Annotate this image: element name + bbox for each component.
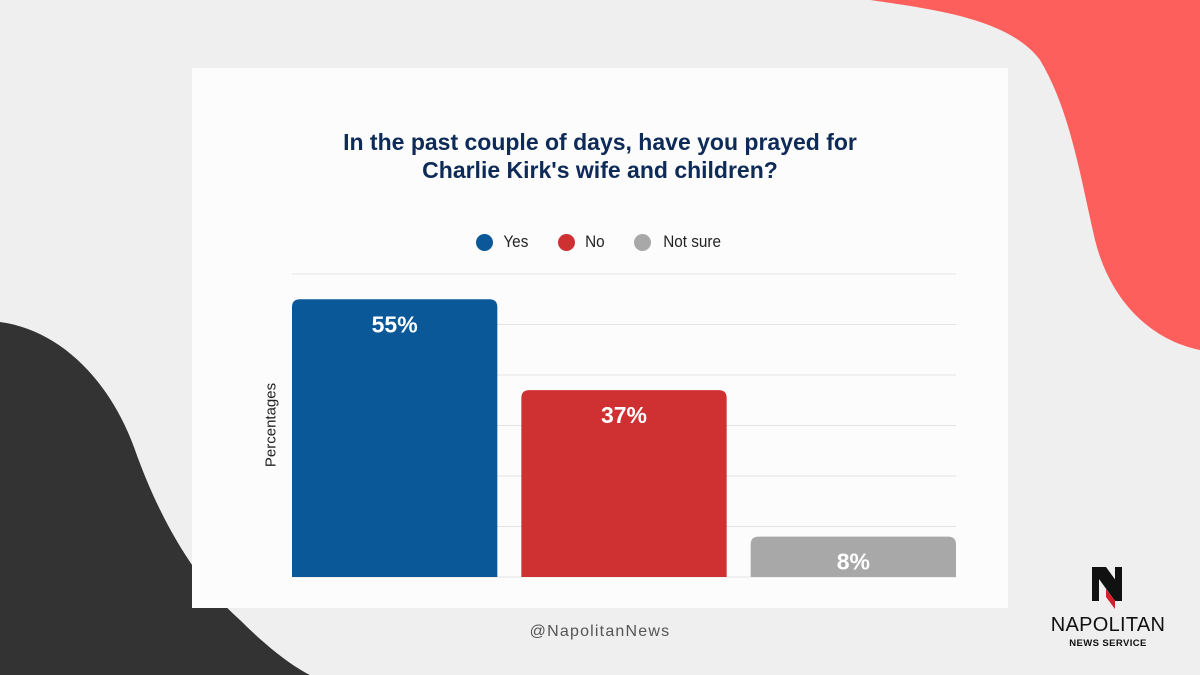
chart-title: In the past couple of days, have you pra… bbox=[0, 128, 1200, 184]
legend-swatch-not-sure bbox=[633, 233, 651, 251]
napolitan-logo: NAPOLITAN NEWS SERVICE bbox=[1040, 567, 1176, 657]
chart-title-line-1: In the past couple of days, have you pra… bbox=[343, 129, 857, 155]
bar-yes bbox=[292, 299, 498, 577]
napolitan-n-mark-icon bbox=[1092, 567, 1122, 609]
logo-name: NAPOLITAN bbox=[1050, 614, 1166, 636]
legend-item-yes: Yes bbox=[476, 232, 530, 252]
social-handle: @NapolitanNews bbox=[529, 623, 671, 640]
legend-swatch-no bbox=[557, 233, 575, 251]
legend-item-no: No bbox=[557, 232, 606, 252]
bar-no bbox=[521, 390, 727, 577]
data-label-not-sure: 8% bbox=[837, 549, 870, 575]
legend-label-not-sure: Not sure bbox=[662, 232, 721, 251]
legend-item-not-sure: Not sure bbox=[633, 232, 724, 252]
legend: Yes No Not sure bbox=[0, 230, 1200, 254]
bar-not-sure bbox=[750, 536, 956, 577]
chart-title-line-2: Charlie Kirk's wife and children? bbox=[422, 157, 778, 183]
coral-blob-shape bbox=[870, 0, 1200, 350]
dark-blob-shape bbox=[0, 322, 310, 675]
data-label-yes: 55% bbox=[372, 311, 418, 337]
legend-label-no: No bbox=[584, 232, 605, 251]
legend-swatch-yes bbox=[476, 233, 494, 251]
data-label-no: 37% bbox=[601, 402, 647, 428]
logo-subtitle: NEWS SERVICE bbox=[1069, 638, 1147, 649]
legend-label-yes: Yes bbox=[503, 232, 529, 251]
